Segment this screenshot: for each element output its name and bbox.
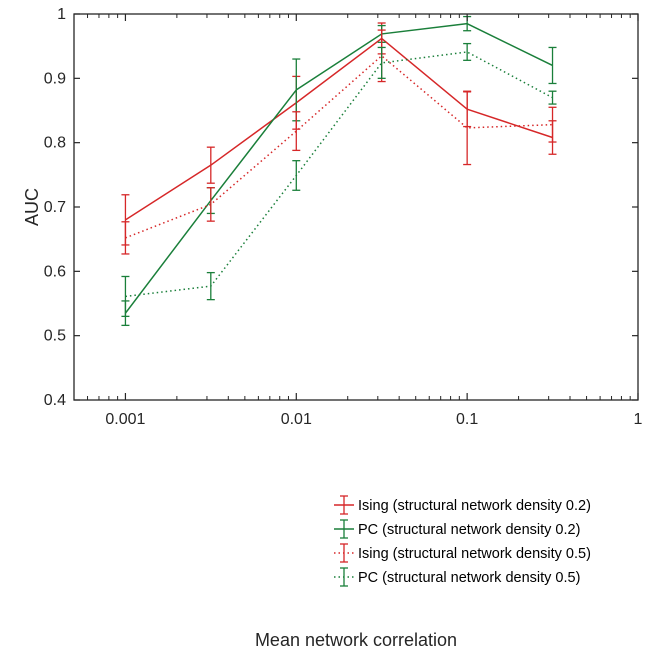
plot-frame (73, 13, 639, 401)
legend-label-1: PC (structural network density 0.2) (358, 522, 580, 538)
y-tick-label-2: 0.6 (44, 263, 66, 280)
x-tick-label-1: 0.01 (281, 411, 312, 428)
x-axis-label: Mean network correlation (255, 630, 457, 650)
series-layer (121, 15, 557, 327)
legend-entry-1: PC (structural network density 0.2) (334, 519, 580, 539)
x-tick-label-3: 1 (634, 411, 643, 428)
legend-entry-0: Ising (structural network density 0.2) (334, 495, 591, 515)
series-line-3 (125, 51, 553, 298)
legend-label-0: Ising (structural network density 0.2) (358, 498, 591, 514)
series-line-1 (124, 22, 553, 314)
legend-entry-2: Ising (structural network density 0.5) (334, 543, 591, 563)
y-tick-label-5: 0.9 (44, 70, 66, 87)
y-axis-label: AUC (22, 188, 42, 226)
series-line-2 (125, 55, 553, 239)
y-tick-label-0: 0.4 (44, 392, 66, 409)
legend-entry-3: PC (structural network density 0.5) (334, 567, 580, 587)
y-tick-label-4: 0.8 (44, 135, 66, 152)
series-3 (121, 42, 557, 318)
plot-area (74, 14, 638, 400)
legend-label-2: Ising (structural network density 0.5) (358, 546, 591, 562)
x-tick-label-2: 0.1 (456, 411, 478, 428)
legend: Ising (structural network density 0.2) PC… (334, 495, 591, 587)
x-tick-label-0: 0.001 (105, 411, 145, 428)
y-tick-label-6: 1 (57, 6, 66, 23)
y-tick-label-1: 0.5 (44, 328, 66, 345)
series-line-0 (125, 37, 553, 221)
y-tick-label-3: 0.7 (44, 199, 66, 216)
legend-label-3: PC (structural network density 0.5) (358, 570, 580, 586)
